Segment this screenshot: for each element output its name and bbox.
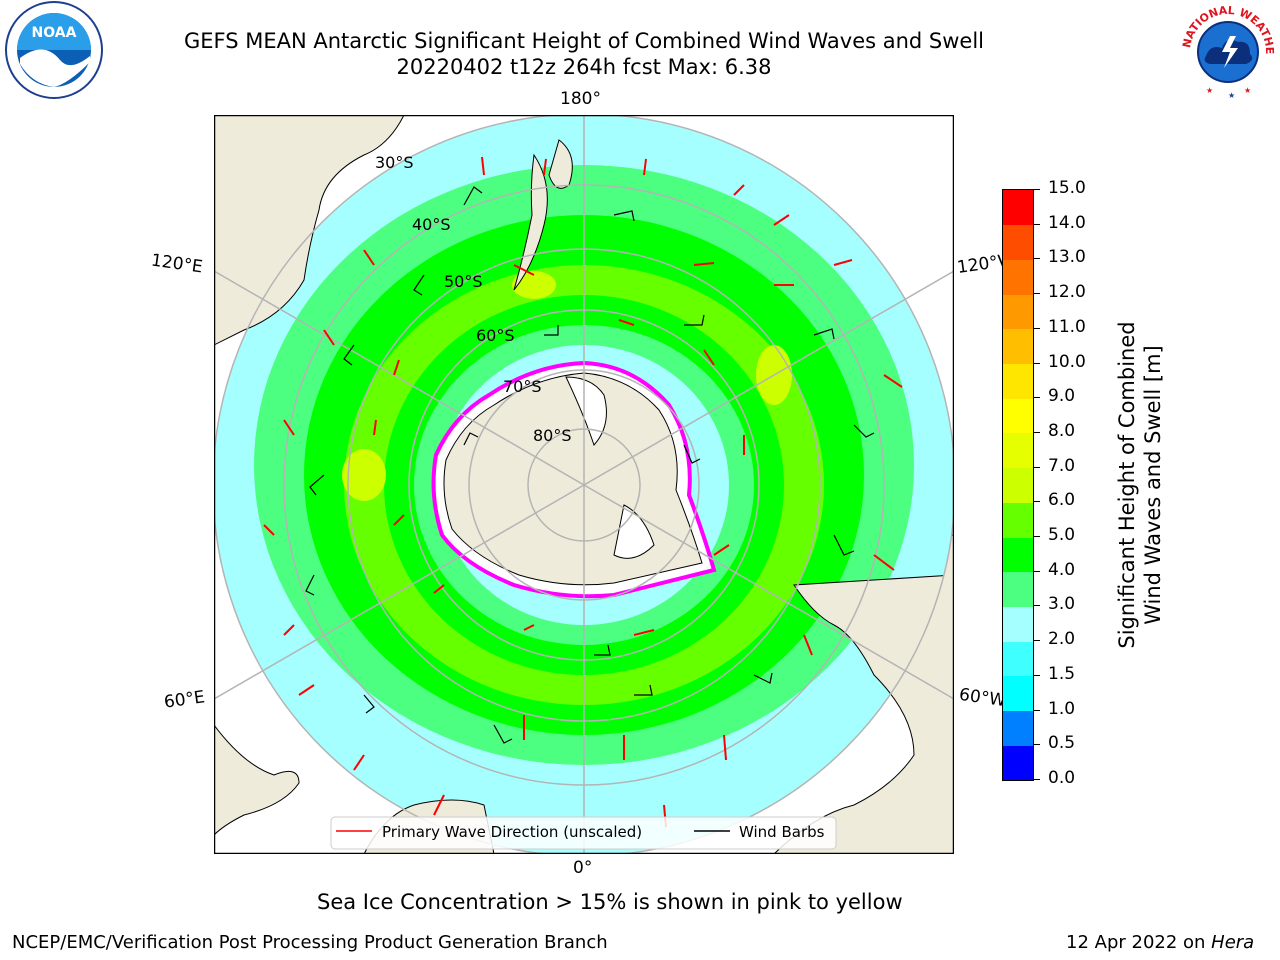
colorbar-tick-mark <box>1034 536 1040 538</box>
colorbar-tick-label: 6.0 <box>1048 490 1076 511</box>
colorbar-tick-label: 14.0 <box>1048 212 1086 233</box>
colorbar-tick-label: 11.0 <box>1048 316 1086 337</box>
legend-barb-label: Wind Barbs <box>739 823 825 841</box>
polar-stereographic-map: Primary Wave Direction (unscaled) Wind B… <box>214 115 954 854</box>
lat-40s: 40°S <box>412 215 451 234</box>
lat-60s: 60°S <box>476 326 515 345</box>
colorbar-segment <box>1003 398 1033 434</box>
colorbar-segment <box>1003 745 1033 781</box>
footer-date: 12 Apr 2022 on <box>1066 932 1212 953</box>
colorbar-tick-mark <box>1034 258 1040 260</box>
colorbar-segment <box>1003 710 1033 746</box>
colorbar-tick-mark <box>1034 674 1040 676</box>
lat-50s: 50°S <box>444 272 483 291</box>
colorbar-segment <box>1003 502 1033 538</box>
colorbar-segment <box>1003 294 1033 330</box>
colorbar-tick-mark <box>1034 501 1040 503</box>
colorbar-tick-label: 10.0 <box>1048 351 1086 372</box>
colorbar-tick-label: 8.0 <box>1048 420 1076 441</box>
latitude-labels: 30°S 40°S 50°S 60°S 70°S 80°S <box>375 153 572 445</box>
colorbar-tick-label: 1.0 <box>1048 698 1076 719</box>
colorbar-segment <box>1003 606 1033 642</box>
colorbar-tick-mark <box>1034 466 1040 468</box>
colorbar-segment <box>1003 328 1033 365</box>
colorbar-tick-mark <box>1034 293 1040 295</box>
colorbar-segment <box>1003 675 1033 712</box>
nws-logo: NATIONAL WEATHER SERVICE ★ ★ ★ <box>1176 0 1276 100</box>
colorbar-tick-mark <box>1034 640 1040 642</box>
colorbar-label-line1: Significant Height of Combined <box>1115 321 1139 649</box>
colorbar-tick-label: 13.0 <box>1048 247 1086 268</box>
title-line-2: 20220402 t12z 264h fcst Max: 6.38 <box>396 55 772 79</box>
colorbar-segment <box>1003 641 1033 677</box>
colorbar-segment <box>1003 363 1033 399</box>
colorbar-tick-label: 1.5 <box>1048 663 1076 684</box>
svg-text:★: ★ <box>1206 86 1213 95</box>
colorbar-segment <box>1003 259 1033 295</box>
svg-text:★: ★ <box>1228 91 1235 100</box>
colorbar-tick-label: 15.0 <box>1048 178 1086 198</box>
lat-70s: 70°S <box>503 377 542 396</box>
colorbar-tick-mark <box>1034 431 1040 433</box>
colorbar-tick-mark <box>1034 709 1040 711</box>
colorbar-tick-mark <box>1034 362 1040 364</box>
colorbar-tick-label: 0.5 <box>1048 733 1076 754</box>
title-line-1: GEFS MEAN Antarctic Significant Height o… <box>183 29 985 53</box>
colorbar <box>1002 189 1034 781</box>
footer-host: Hera <box>1211 932 1255 953</box>
colorbar-label-line2: Wind Waves and Swell [m] <box>1141 345 1165 625</box>
colorbar-segment <box>1003 467 1033 503</box>
sea-ice-note: Sea Ice Concentration > 15% is shown in … <box>317 890 903 914</box>
colorbar-tick-label: 12.0 <box>1048 282 1086 303</box>
colorbar-tick-mark <box>1034 327 1040 329</box>
lon-120e: 120°E <box>149 250 204 278</box>
lon-0: 0° <box>573 858 593 878</box>
colorbar-tick-label: 4.0 <box>1048 559 1076 580</box>
colorbar-tick-label: 9.0 <box>1048 386 1076 407</box>
colorbar-tick-label: 0.0 <box>1048 768 1076 788</box>
graticule <box>214 115 954 854</box>
colorbar-tick-label: 5.0 <box>1048 525 1076 546</box>
colorbar-tick-mark <box>1034 397 1040 399</box>
colorbar-ticks: 0.0 0.5 1.0 1.5 2.0 3.0 4.0 5.0 6.0 7.0 8.0 9.0 10.0… <box>1034 178 1094 788</box>
svg-text:★: ★ <box>1244 86 1251 95</box>
lon-180: 180° <box>560 89 601 109</box>
colorbar-tick-label: 2.0 <box>1048 629 1076 650</box>
colorbar-segment <box>1003 571 1033 607</box>
lon-60w: 60°W <box>957 684 1008 712</box>
wave-direction-arrows <box>263 156 903 828</box>
colorbar-segment <box>1003 537 1033 573</box>
colorbar-segment <box>1003 190 1033 226</box>
legend-wave-label: Primary Wave Direction (unscaled) <box>382 823 642 841</box>
wind-barbs <box>305 186 875 744</box>
lat-80s: 80°S <box>533 426 572 445</box>
colorbar-tick-label: 7.0 <box>1048 455 1076 476</box>
lon-60e: 60°E <box>162 687 207 713</box>
lat-30s: 30°S <box>375 153 414 172</box>
colorbar-tick-mark <box>1034 570 1040 572</box>
colorbar-segment <box>1003 224 1033 260</box>
colorbar-tick-mark <box>1034 779 1040 780</box>
colorbar-tick-mark <box>1034 223 1040 225</box>
colorbar-tick-mark <box>1034 744 1040 746</box>
colorbar-tick-mark <box>1034 605 1040 607</box>
colorbar-tick-label: 3.0 <box>1048 594 1076 615</box>
colorbar-segment <box>1003 432 1033 469</box>
colorbar-tick-mark <box>1034 189 1040 190</box>
map-legend: Primary Wave Direction (unscaled) Wind B… <box>330 816 837 850</box>
footer-left: NCEP/EMC/Verification Post Processing Pr… <box>12 932 608 953</box>
noaa-logo-text: NOAA <box>32 25 77 41</box>
map-frame <box>214 115 954 854</box>
noaa-logo: NOAA <box>5 1 103 99</box>
footer-right: 12 Apr 2022 on Hera <box>1066 932 1254 953</box>
